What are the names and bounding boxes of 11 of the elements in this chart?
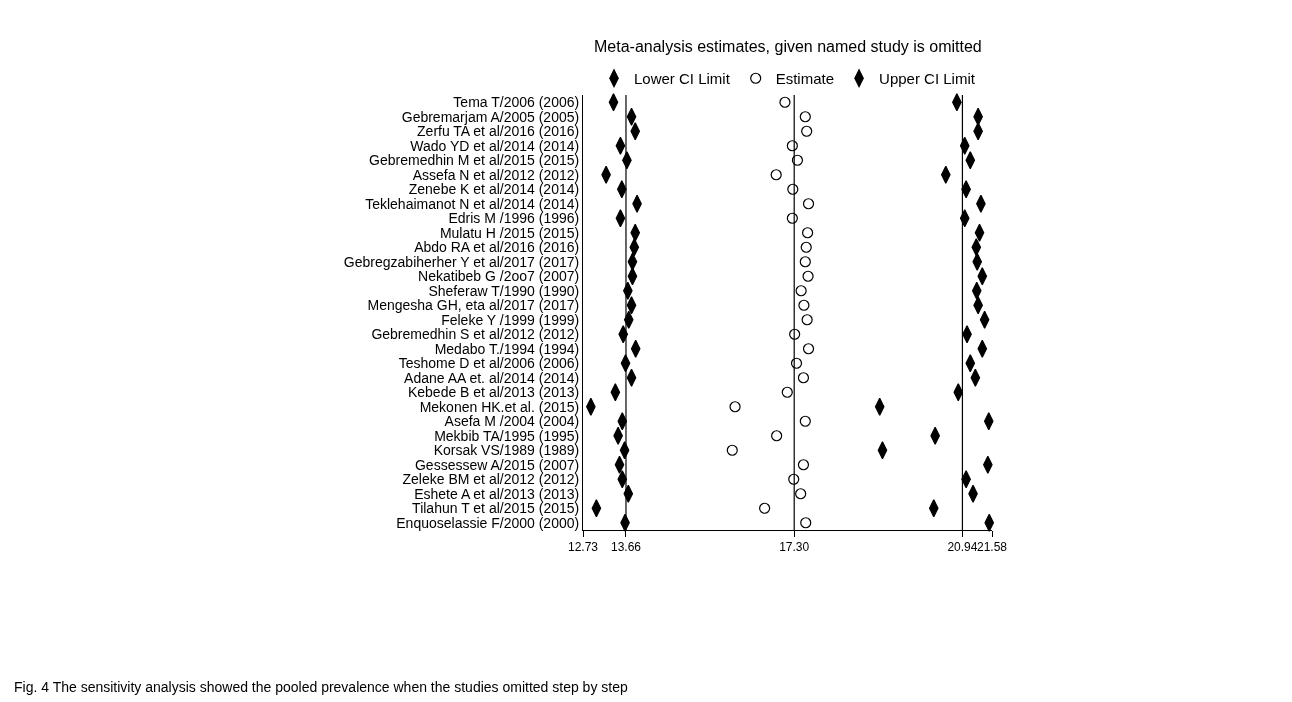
x-tick-label: 17.30: [779, 540, 810, 555]
x-tick-label: 21.58: [976, 540, 1008, 555]
y-tick-label: Tema T/2006 (2006): [453, 94, 580, 111]
legend-label: Estimate: [775, 70, 835, 88]
x-tick-label: 13.66: [610, 540, 642, 555]
chart-title: Meta-analysis estimates, given named study is omitted: [594, 38, 982, 55]
x-tick-label: 12.73: [567, 540, 599, 555]
legend-label: Lower CI Limit: [634, 70, 731, 88]
caption: Fig. 4 The sensitivity analysis showed the pooled prevalence when the studies omitted step by step: [14, 679, 628, 695]
x-tick-label: 20.94: [947, 540, 978, 555]
legend-label: Upper CI Limit: [879, 70, 976, 88]
